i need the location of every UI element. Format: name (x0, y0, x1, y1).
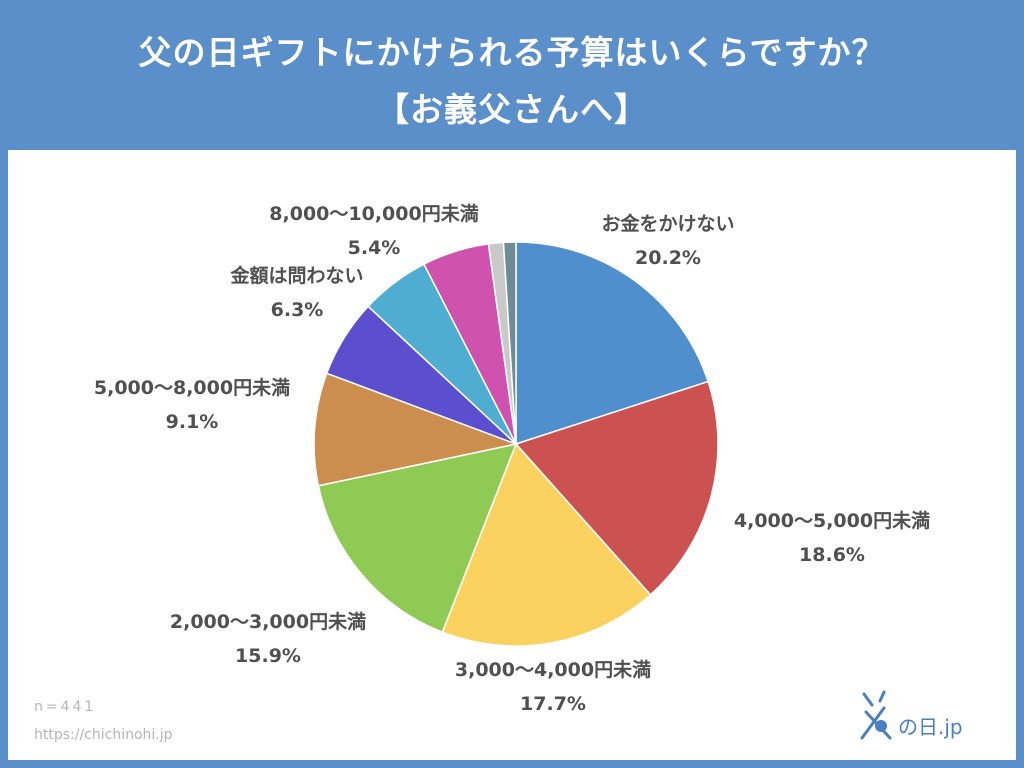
slice-value-0: 20.2% (635, 247, 701, 269)
slice-value-4: 9.1% (166, 411, 219, 433)
father-glyph-icon (860, 690, 892, 740)
slice-value-3: 15.9% (235, 645, 301, 667)
slice-label-3: 2,000〜3,000円未満 (170, 610, 366, 633)
slice-value-2: 17.7% (520, 693, 586, 715)
slice-label-4: 5,000〜8,000円未満 (94, 376, 290, 399)
chart-title-line2: 【お義父さんへ】 (376, 90, 648, 129)
pie-slice-1[interactable] (514, 380, 719, 596)
slice-value-1: 18.6% (799, 544, 865, 566)
pie-slice-0[interactable] (515, 241, 710, 446)
pie-slice-4[interactable] (313, 372, 519, 487)
slice-value-7: 5.4% (348, 237, 401, 259)
logo-text: の日.jp (898, 715, 963, 739)
pie-slice-2[interactable] (441, 442, 652, 647)
slice-label-1: 4,000〜5,000円未満 (734, 509, 930, 532)
chart-title-line1: 父の日ギフトにかけられる予算はいくらですか？ (138, 33, 886, 72)
pie-labels: お金をかけない 20.2% 4,000〜5,000円未満 18.6% 3,000〜4,0… (94, 202, 930, 715)
pie-slice-9[interactable] (502, 241, 517, 445)
slice-label-7: 8,000〜10,000円未満 (269, 202, 478, 225)
source-url: https://chichinohi.jp (34, 727, 173, 743)
site-logo[interactable]: の日.jp (860, 690, 963, 740)
slice-value-5: 6.3% (271, 299, 324, 321)
sample-size-note: n=441 (34, 699, 96, 715)
pie-slices (313, 241, 719, 647)
slice-label-0: お金をかけない (601, 212, 734, 235)
pie-slice-3[interactable] (317, 442, 518, 634)
slice-label-2: 3,000〜4,000円未満 (455, 658, 651, 681)
chart-header: 父の日ギフトにかけられる予算はいくらですか？ 【お義父さんへ】 (0, 0, 1024, 150)
slice-label-5: 金額は問わない (229, 264, 363, 287)
